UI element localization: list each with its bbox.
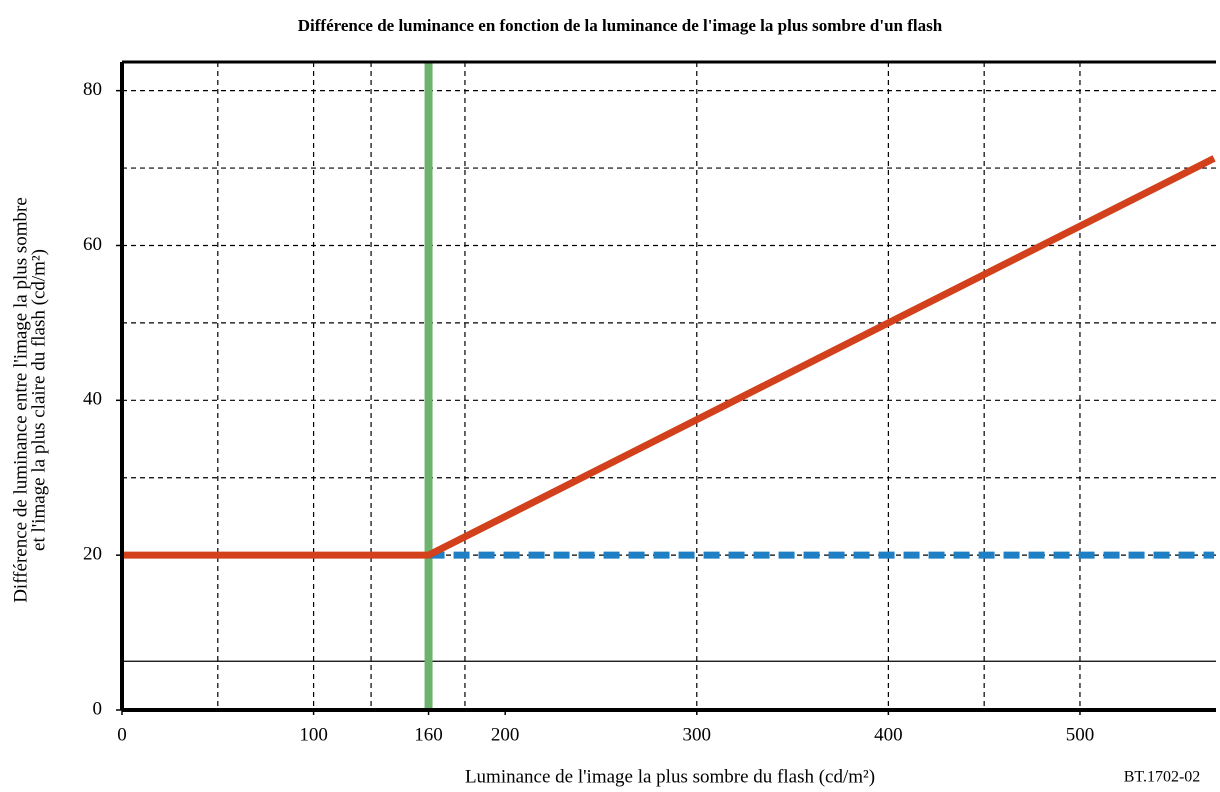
y-tick-label: 0 [93, 698, 103, 719]
y-tick-label: 40 [83, 389, 102, 410]
chart-title: Différence de luminance en fonction de l… [298, 16, 943, 35]
x-tick-label: 500 [1066, 724, 1095, 745]
x-tick-label: 200 [491, 724, 520, 745]
series-line [122, 155, 1216, 559]
y-axis-label: Différence de luminance entre l'image la… [10, 197, 49, 603]
x-tick-label: 300 [683, 724, 712, 745]
y-axis-label-line: et l'image la plus claire du flash (cd/m… [28, 249, 49, 551]
x-tick-label: 400 [874, 724, 903, 745]
y-tick-label: 60 [83, 234, 102, 255]
x-tick-label: 0 [117, 724, 127, 745]
y-tick-label: 80 [83, 79, 102, 100]
x-tick-label: 160 [414, 724, 443, 745]
x-tick-label: 100 [299, 724, 328, 745]
y-axis-label-line: Différence de luminance entre l'image la… [10, 197, 31, 603]
x-axis-label: Luminance de l'image la plus sombre du f… [465, 766, 875, 787]
figure-note: BT.1702-02 [1124, 769, 1201, 786]
y-tick-label: 20 [83, 544, 102, 565]
